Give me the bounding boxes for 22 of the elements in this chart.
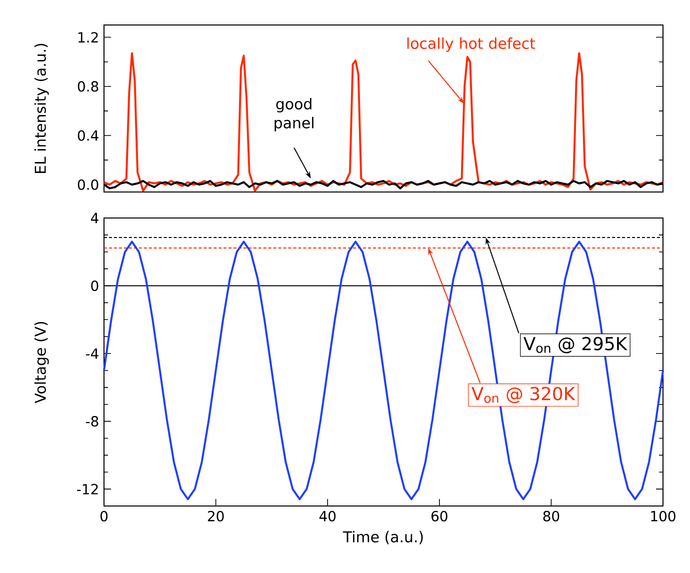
x-tick-label: 100 (651, 510, 676, 522)
y-tick-label: -12 (77, 484, 98, 494)
annotation: good panel (274, 98, 314, 132)
y-tick-label: 0 (91, 280, 98, 292)
x-tick-label: 80 (543, 510, 560, 522)
y-tick-label: -8 (86, 416, 98, 427)
x-tick-label: 0 (100, 510, 108, 522)
y-axis-title: EL intensity (a.u.) (34, 44, 49, 173)
y-tick-label: 1.2 (78, 32, 98, 42)
x-axis-title: Time (a.u.) (342, 530, 423, 544)
x-tick-label: 40 (319, 510, 336, 522)
y-tick-label: 0.4 (78, 130, 98, 141)
y-tick-label: 0.8 (78, 81, 98, 92)
annotation: locally hot defect (407, 37, 536, 52)
y-axis-title: Voltage (V) (34, 322, 49, 404)
y-tick-label: 0.0 (78, 179, 98, 190)
x-tick-label: 60 (432, 510, 448, 522)
ref-line-label: V$_{on}$ @ 320K (472, 386, 576, 404)
y-tick-label: 4 (90, 212, 98, 224)
x-tick-label: 20 (208, 510, 224, 522)
y-tick-label: -4 (86, 348, 98, 359)
legend-label: V$_{on}$ @ 295K (524, 336, 628, 354)
